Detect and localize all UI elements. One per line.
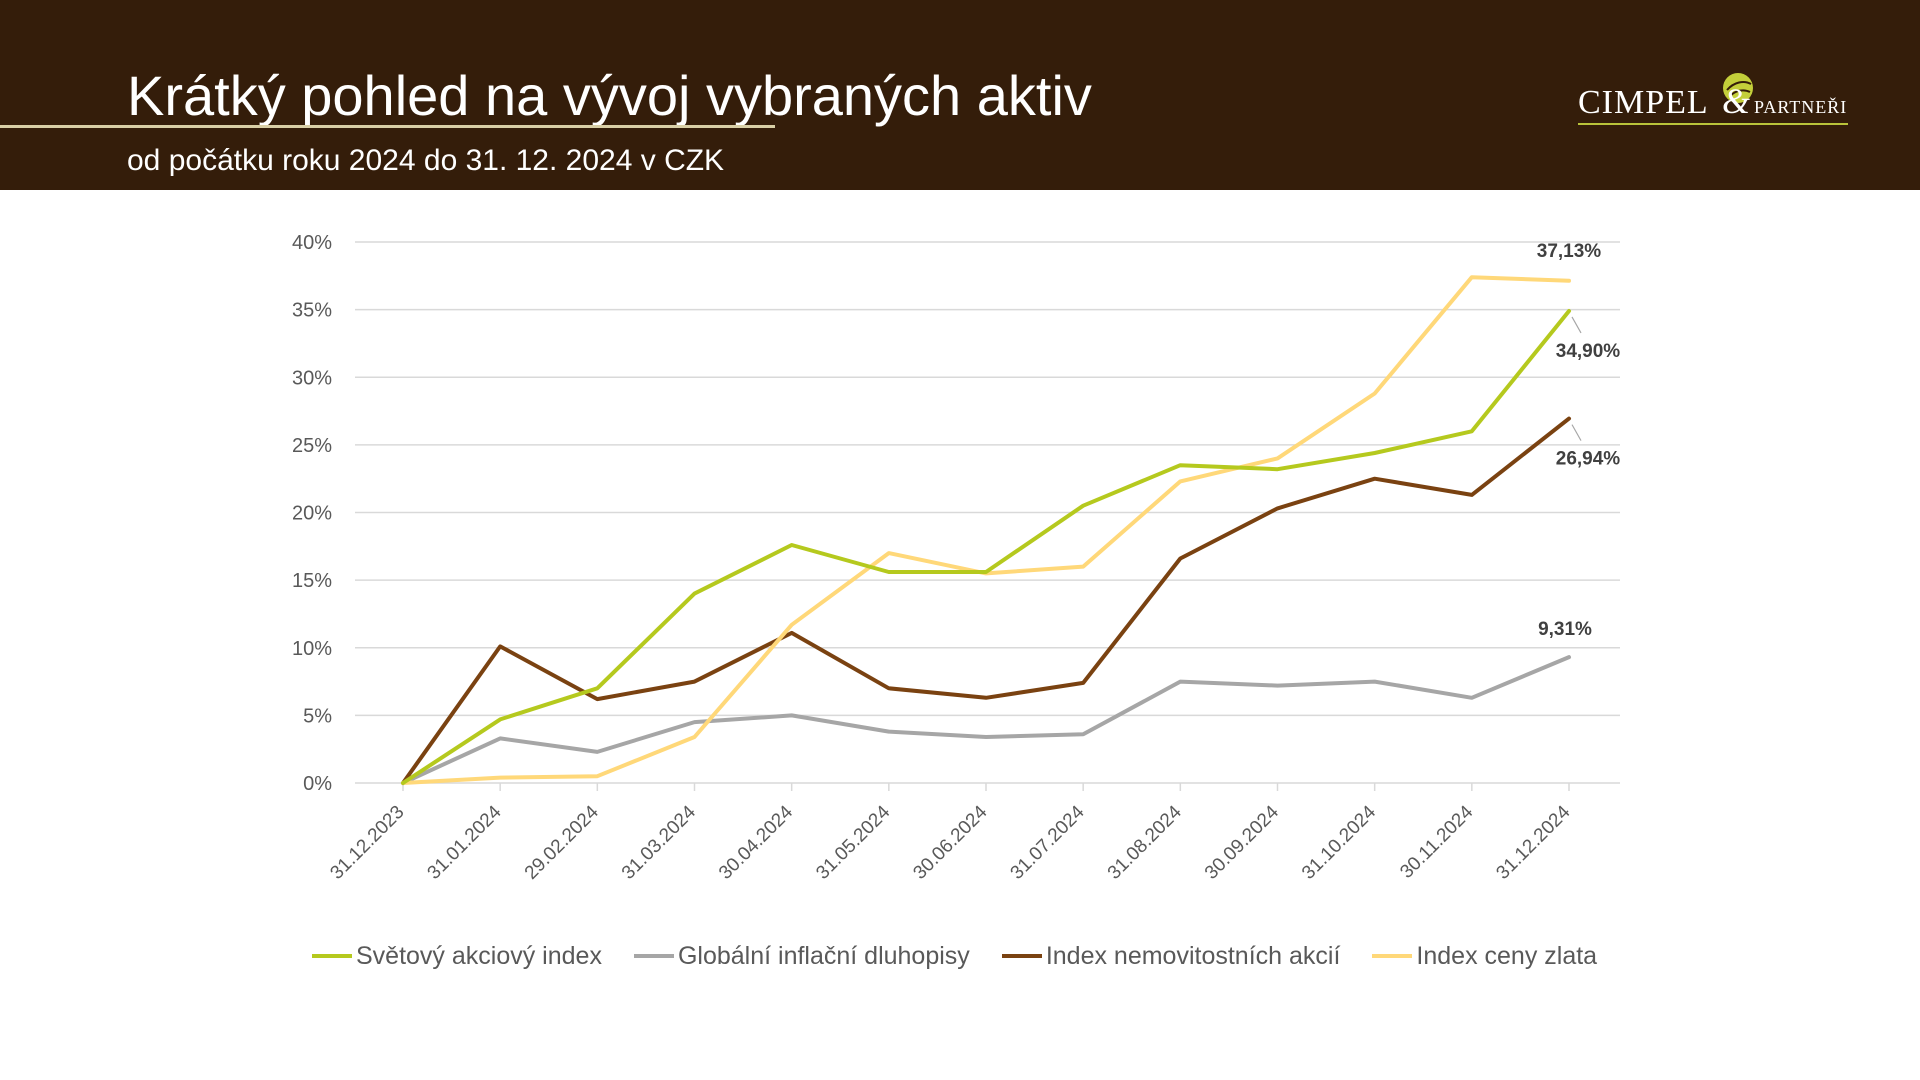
title-underline [0, 125, 775, 128]
legend-label: Index ceny zlata [1416, 941, 1598, 970]
label-leader-line [1571, 424, 1582, 441]
chart-legend: Světový akciový index Globální inflační d… [312, 940, 1629, 972]
x-tick-label: 31.05.2024 [812, 801, 894, 883]
x-tick-label: 31.12.2024 [1492, 801, 1574, 883]
y-tick-label: 30% [292, 367, 332, 389]
series-line [401, 275, 1571, 785]
x-tick-label: 31.01.2024 [424, 801, 506, 883]
data-label: 34,90% [1556, 341, 1621, 362]
y-tick-label: 35% [292, 300, 332, 322]
company-logo: CIMPEL & PARTNEŘI [1578, 66, 1850, 130]
series-line [401, 309, 1571, 785]
logo-text-small: PARTNEŘI [1754, 97, 1848, 117]
y-tick-label: 5% [303, 705, 332, 727]
x-tick-label: 31.12.2023 [326, 802, 408, 884]
x-tick-label: 31.08.2024 [1104, 801, 1186, 883]
line-chart: 0% 5% 10% 15% 20% 25% 30% 35% 40% 31.12.2023 31.01… [292, 232, 1621, 884]
legend-label: Index nemovitostních akcií [1045, 941, 1341, 970]
x-tick-label: 30.04.2024 [715, 801, 797, 883]
legend-swatch [1372, 954, 1413, 958]
label-leader-line [1571, 316, 1582, 334]
y-tick-label: 40% [292, 232, 332, 254]
series-line [401, 416, 1571, 785]
data-label: 37,13% [1537, 241, 1602, 262]
series-line [401, 655, 1571, 785]
x-tick-label: 30.11.2024 [1396, 801, 1477, 882]
x-tick-label: 29.02.2024 [521, 801, 603, 883]
data-label: 26,94% [1556, 449, 1621, 470]
x-tick-label: 31.10.2024 [1298, 801, 1380, 883]
legend-label: Globální inflační dluhopisy [677, 941, 970, 970]
leaf-icon [1723, 73, 1753, 103]
y-tick-label: 0% [303, 773, 332, 795]
legend-item: Index ceny zlata [1372, 942, 1597, 971]
slide-header: Krátký pohled na vývoj vybraných aktiv o… [0, 0, 1920, 190]
logo-text-main: CIMPEL [1578, 84, 1709, 121]
data-label: 9,31% [1538, 619, 1592, 640]
legend-item: Globální inflační dluhopisy [633, 941, 970, 971]
legend-item: Index nemovitostních akcií [1001, 941, 1341, 971]
y-tick-label: 20% [292, 503, 332, 525]
legend-label: Světový akciový index [356, 941, 602, 970]
y-tick-label: 15% [292, 570, 332, 592]
legend-swatch [1001, 954, 1042, 958]
logo-underline [1578, 123, 1848, 125]
logo-text-amp: & [1722, 81, 1751, 121]
x-tick-label: 31.07.2024 [1007, 801, 1089, 883]
legend-swatch [312, 954, 352, 958]
legend-swatch [633, 954, 674, 958]
y-tick-label: 10% [292, 638, 332, 660]
x-tick-label: 30.06.2024 [909, 801, 991, 883]
x-tick-label: 31.03.2024 [618, 801, 700, 883]
slide-subtitle: od počátku roku 2024 do 31. 12. 2024 v C… [127, 144, 725, 177]
y-tick-label: 25% [292, 435, 332, 457]
x-tick-label: 30.09.2024 [1201, 801, 1283, 883]
legend-item: Světový akciový index [312, 942, 602, 971]
slide-title: Krátký pohled na vývoj vybraných aktiv [127, 64, 1092, 127]
